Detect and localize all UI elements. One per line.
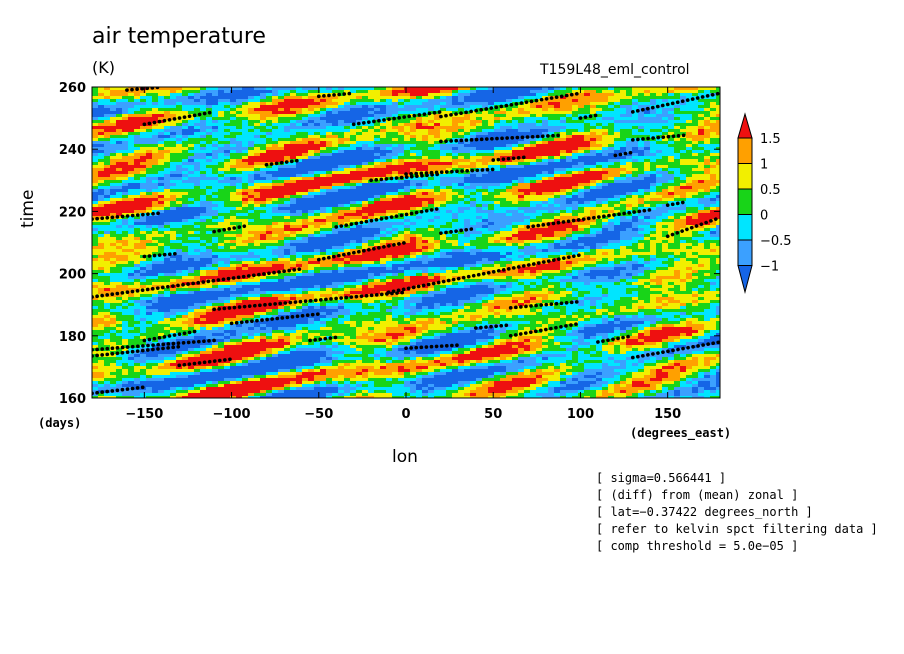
colorbar-segment	[737, 239, 753, 266]
chart-units: (K)	[92, 58, 115, 77]
colorbar-label: 0	[760, 209, 768, 224]
colorbar-label: −1	[760, 260, 779, 275]
x-tick-label: 150	[654, 407, 681, 422]
kelvin-track-14	[334, 206, 443, 229]
x-tick-label: 50	[484, 407, 502, 422]
kelvin-track-16	[404, 343, 461, 351]
colorbar-min-triangle	[737, 265, 753, 294]
kelvin-track-25	[351, 110, 443, 127]
x-tick-label: 100	[567, 407, 594, 422]
kelvin-track-17	[473, 323, 513, 330]
colorbar-label: −0.5	[760, 234, 792, 249]
kelvin-track-37	[596, 333, 635, 344]
kelvin-track-19	[508, 299, 583, 310]
kelvin-track-3	[142, 329, 199, 343]
kelvin-track-38	[665, 200, 687, 207]
kelvin-track-33	[630, 133, 687, 142]
note-refer: [ refer to kelvin spct filtering data ]	[596, 522, 878, 536]
note-diff: [ (diff) from (mean) zonal ]	[596, 488, 799, 502]
kelvin-track-26	[439, 91, 583, 119]
colorbar-segment	[737, 137, 753, 164]
x-axis-label: lon	[392, 447, 418, 467]
axis-ticks: −150 −100 −50 0 50 100 150 160 180 200 220 240 260	[59, 81, 720, 422]
kelvin-track-20	[526, 208, 653, 229]
kelvin-track-9	[212, 290, 408, 312]
x-tick-label: −100	[213, 407, 251, 422]
note-sigma: [ sigma=0.566441 ]	[596, 471, 727, 485]
kelvin-track-30	[264, 158, 304, 167]
kelvin-track-15	[439, 226, 478, 235]
kelvin-track-0	[92, 385, 147, 396]
kelvin-track-5	[92, 267, 304, 299]
kelvin-track-27	[316, 91, 356, 99]
kelvin-track-13	[316, 240, 408, 262]
x-tick-label: −150	[125, 407, 163, 422]
kelvin-track-22	[369, 172, 443, 183]
colorbar-segment	[737, 163, 753, 190]
kelvin-track-6	[142, 251, 182, 259]
kelvin-track-29	[142, 110, 216, 127]
kelvin-track-4	[177, 357, 234, 368]
kelvin-tracks	[92, 87, 720, 396]
kelvin-track-1	[92, 344, 182, 358]
y-axis-units: (days)	[38, 416, 82, 430]
experiment-label: T159L48_eml_control	[540, 62, 690, 78]
kelvin-track-10	[386, 253, 583, 295]
kelvin-track-8	[92, 211, 164, 221]
colorbar-max-triangle	[737, 112, 753, 139]
x-tick-label: 0	[401, 407, 410, 422]
kelvin-track-35	[665, 215, 720, 239]
heatmap-field	[92, 87, 720, 398]
colorbar-label: 1	[760, 158, 768, 173]
kelvin-track-36	[630, 340, 720, 360]
chart-title: air temperature	[92, 24, 266, 49]
kelvin-track-7	[212, 223, 251, 234]
y-tick-label: 160	[59, 392, 86, 407]
kelvin-track-32	[630, 91, 720, 114]
kelvin-track-34	[613, 150, 635, 158]
kelvin-track-21	[404, 167, 496, 176]
x-axis-units: (degrees_east)	[630, 426, 732, 440]
kelvin-track-11	[229, 312, 321, 326]
y-tick-label: 180	[59, 330, 86, 345]
kelvin-track-28	[125, 87, 164, 92]
colorbar-segment	[737, 188, 753, 215]
y-tick-label: 260	[59, 81, 86, 96]
note-threshold: [ comp threshold = 5.0e−05 ]	[596, 539, 799, 553]
colorbar-label: 1.5	[760, 132, 781, 147]
x-tick-label: −50	[304, 407, 333, 422]
colorbar-label: 0.5	[760, 183, 781, 198]
kelvin-track-24	[439, 133, 565, 144]
y-tick-label: 240	[59, 143, 86, 158]
note-lat: [ lat=−0.37422 degrees_north ]	[596, 505, 813, 519]
colorbar: 1.5 1 0.5 0 −0.5 −1	[737, 112, 792, 294]
annotation-notes: [ sigma=0.566441 ] [ (diff) from (mean) …	[596, 470, 878, 555]
y-tick-label: 200	[59, 268, 86, 283]
kelvin-track-23	[491, 155, 530, 162]
kelvin-track-2	[92, 338, 216, 352]
colorbar-segment	[737, 214, 753, 241]
kelvin-track-18	[508, 321, 583, 338]
y-tick-label: 220	[59, 205, 86, 220]
kelvin-track-12	[308, 335, 339, 343]
kelvin-track-31	[578, 113, 600, 120]
